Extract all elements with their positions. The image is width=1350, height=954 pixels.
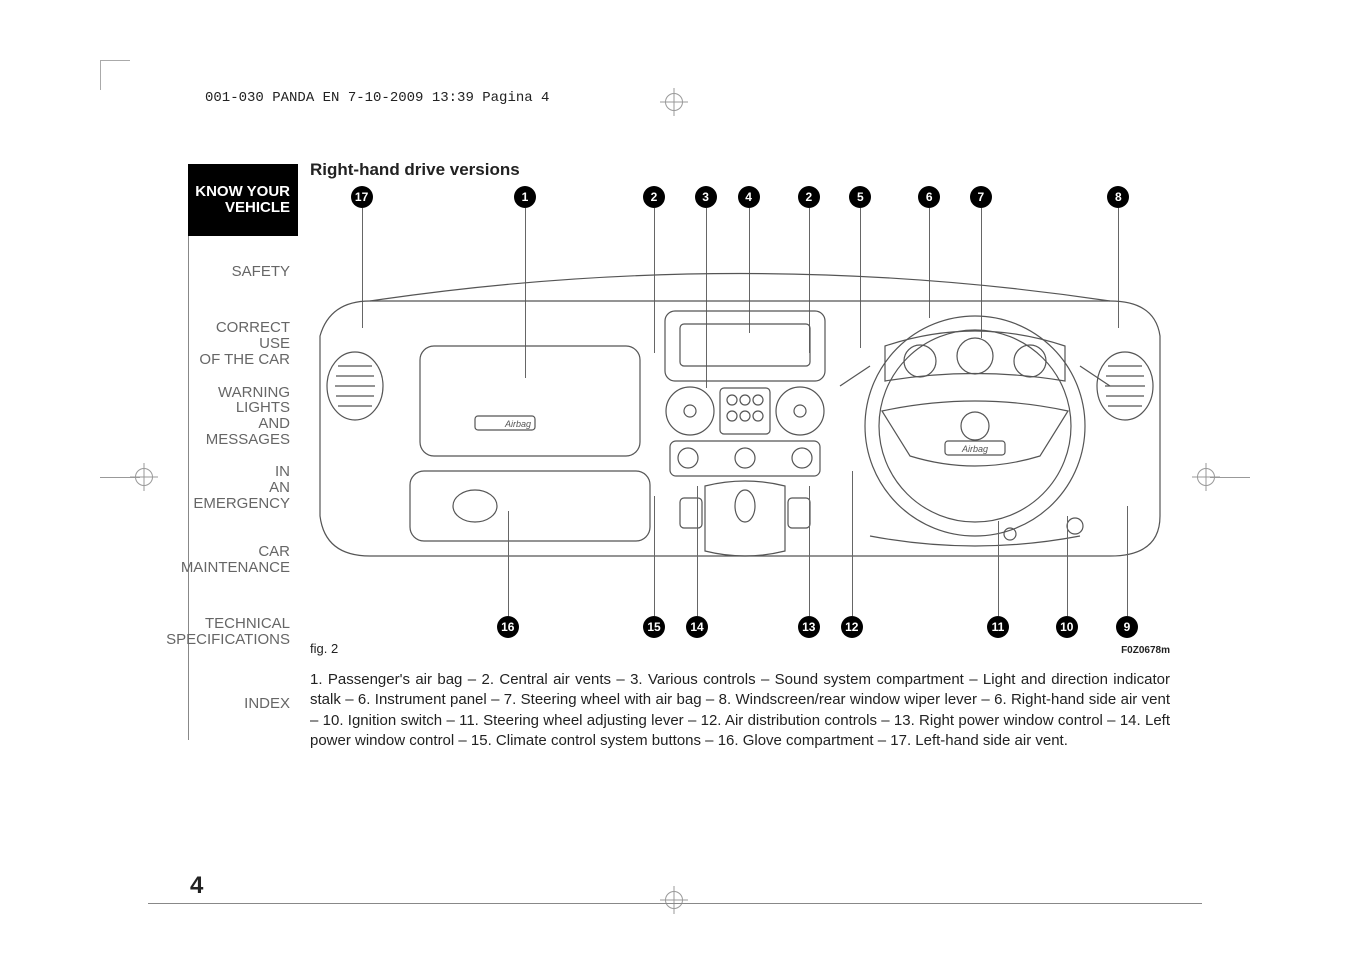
leader-line [697, 486, 698, 616]
figure-label: fig. 2 [310, 641, 338, 656]
callout-badge-6: 6 [918, 186, 940, 208]
nav-label-line: VEHICLE [225, 200, 290, 216]
page: 001-030 PANDA EN 7-10-2009 13:39 Pagina … [150, 80, 1200, 900]
nav-label-line: TECHNICAL [205, 616, 290, 632]
nav-safety[interactable]: SAFETY [188, 236, 298, 308]
callout-badge-8: 8 [1107, 186, 1129, 208]
leader-line [809, 486, 810, 616]
figure-code: F0Z0678m [1121, 645, 1170, 656]
nav-tech-specs[interactable]: TECHNICAL SPECIFICATIONS [188, 596, 298, 668]
callout-badge-16: 16 [497, 616, 519, 638]
leader-line [852, 471, 853, 616]
callout-badge-15: 15 [643, 616, 665, 638]
nav-label-line: AND MESSAGES [189, 416, 290, 448]
nav-label-line: IN [275, 464, 290, 480]
airbag-label: Airbag [961, 444, 988, 454]
main-content: Right-hand drive versions 17 1 2 3 4 2 5… [310, 160, 1170, 900]
page-footer-rule [148, 903, 1202, 904]
callout-badge-14: 14 [686, 616, 708, 638]
figure-caption: 1. Passenger's air bag – 2. Central air … [310, 670, 1170, 751]
leader-line [508, 511, 509, 616]
side-nav: KNOW YOUR VEHICLE SAFETY CORRECT USE OF … [188, 164, 298, 740]
nav-label-line: AN EMERGENCY [189, 480, 290, 512]
callout-badge-7: 7 [970, 186, 992, 208]
callout-badge-1: 1 [514, 186, 536, 208]
nav-label-line: WARNING LIGHTS [189, 385, 290, 417]
crop-rule [1210, 477, 1250, 478]
dashboard-figure: 17 1 2 3 4 2 5 6 7 8 [310, 186, 1170, 656]
nav-emergency[interactable]: IN AN EMERGENCY [188, 452, 298, 524]
callout-badge-13: 13 [798, 616, 820, 638]
callout-badge-3: 3 [695, 186, 717, 208]
nav-label-line: KNOW YOUR [195, 184, 290, 200]
nav-label-line: CORRECT USE [189, 320, 290, 352]
crop-corner [100, 60, 130, 90]
nav-index[interactable]: INDEX [188, 668, 298, 740]
crop-rule [100, 477, 140, 478]
page-number: 4 [190, 872, 203, 900]
callout-badge-2b: 2 [798, 186, 820, 208]
callout-badge-2: 2 [643, 186, 665, 208]
nav-label-line: SPECIFICATIONS [166, 632, 290, 648]
print-header-line: 001-030 PANDA EN 7-10-2009 13:39 Pagina … [205, 90, 549, 106]
callout-badge-4: 4 [738, 186, 760, 208]
nav-correct-use[interactable]: CORRECT USE OF THE CAR [188, 308, 298, 380]
nav-label-line: MAINTENANCE [181, 560, 290, 576]
callout-badge-9: 9 [1116, 616, 1138, 638]
callout-badge-5: 5 [849, 186, 871, 208]
nav-label-line: CAR [258, 544, 290, 560]
leader-line [1127, 506, 1128, 616]
callout-badge-10: 10 [1056, 616, 1078, 638]
section-title: Right-hand drive versions [310, 160, 1170, 180]
callout-badge-12: 12 [841, 616, 863, 638]
airbag-label: Airbag [504, 419, 531, 429]
nav-label-line: OF THE CAR [199, 352, 290, 368]
nav-label-line: SAFETY [232, 264, 290, 280]
nav-maintenance[interactable]: CAR MAINTENANCE [188, 524, 298, 596]
callout-badge-11: 11 [987, 616, 1009, 638]
leader-line [1067, 516, 1068, 616]
nav-warning-lights[interactable]: WARNING LIGHTS AND MESSAGES [188, 380, 298, 452]
leader-line [998, 521, 999, 616]
nav-label-line: INDEX [244, 696, 290, 712]
dashboard-line-drawing: Airbag Airbag [310, 216, 1170, 616]
leader-line [654, 496, 655, 616]
callout-badge-17: 17 [351, 186, 373, 208]
nav-know-your-vehicle[interactable]: KNOW YOUR VEHICLE [188, 164, 298, 236]
